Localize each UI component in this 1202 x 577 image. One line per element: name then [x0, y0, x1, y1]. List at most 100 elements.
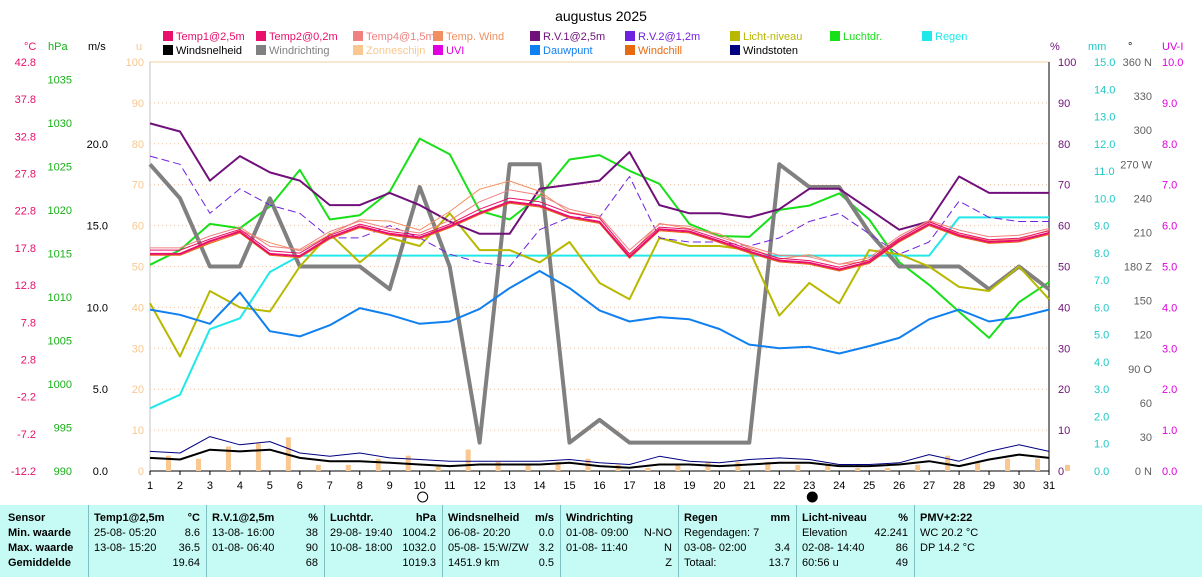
temp-tick-label: 22.8 [15, 206, 36, 218]
uv-tick-label: 0.0 [1162, 466, 1177, 478]
deg-tick-label: 60 [1140, 398, 1152, 410]
dir-max-time: 01-08- 11:40 [566, 542, 628, 554]
stats-divider [560, 505, 561, 577]
wind-max-val: 3.2 [538, 542, 554, 554]
legend-label: Licht-niveau [743, 31, 803, 43]
legend-swatch [730, 45, 740, 55]
x-tick-label: 15 [563, 480, 575, 492]
pct-tick-label: 70 [1058, 180, 1070, 192]
stats-col-wind: Windsnelheid m/s 06-08- 20:20 0.0 05-08- 1… [448, 511, 558, 575]
mm-tick-label: 13.0 [1094, 112, 1115, 124]
temp-title: Temp1@2,5m [94, 512, 165, 524]
series-temp4-1-5m [150, 189, 1050, 265]
deg-tick-label: 150 [1134, 296, 1152, 308]
legend-item: Licht-niveau [730, 31, 802, 43]
deg-tick-label: 270 W [1120, 159, 1152, 171]
pressure-tick-label: 1030 [48, 118, 72, 130]
stats-label-avg: Gemiddelde [8, 557, 71, 569]
legend-item: R.V.2@1,2m [625, 31, 700, 43]
stats-divider [678, 505, 679, 577]
series-windsnelheid [149, 448, 1050, 469]
legend-swatch [163, 31, 173, 41]
temp-tick-label: 37.8 [15, 94, 36, 106]
legend-item: Dauwpunt [530, 45, 593, 57]
stats-label-sensor: Sensor [8, 512, 46, 524]
stats-divider [914, 505, 915, 577]
legend-label: R.V.2@1,2m [638, 31, 701, 43]
legend-label: Temp2@0,2m [269, 31, 338, 43]
mm-tick-label: 6.0 [1094, 302, 1109, 314]
pct-tick-label: 100 [1058, 57, 1076, 69]
mm-tick-label: 4.0 [1094, 357, 1109, 369]
sunshine-bar [465, 449, 471, 471]
deg-tick-label: 90 O [1128, 364, 1152, 376]
pressure-tick-label: 1015 [48, 248, 72, 260]
legend-label: Luchtdr. [843, 31, 883, 43]
chart-title: augustus 2025 [555, 8, 647, 24]
temp-tick-label: 17.8 [15, 243, 36, 255]
mm-tick-label: 1.0 [1094, 439, 1109, 451]
legend-swatch [922, 31, 932, 41]
press-min-time: 29-08- 19:40 [330, 527, 393, 539]
sunshine-bar [255, 443, 261, 471]
sunshine-bar [315, 464, 321, 471]
series-windrichting [148, 162, 1051, 445]
x-tick-label: 28 [953, 480, 965, 492]
mm-tick-label: 2.0 [1094, 411, 1109, 423]
series-windstoten [149, 436, 1050, 465]
sunshine-bar [225, 446, 231, 471]
legend-swatch [256, 45, 266, 55]
temp-tick-label: -2.2 [17, 392, 36, 404]
deg-tick-label: 180 Z [1124, 262, 1152, 274]
stats-col-light: Licht-niveau% Elevation 42.241 02-08- 14:… [802, 511, 912, 575]
legend-item: Luchtdr. [830, 31, 882, 43]
mm-tick-label: 15.0 [1094, 57, 1115, 69]
legend-label: Windchill [638, 45, 683, 57]
legend-item: Zonneschijn [353, 45, 425, 57]
dir-title: Windrichting [566, 512, 634, 524]
mm-tick-label: 0.0 [1094, 466, 1109, 478]
press-max-time: 10-08- 18:00 [330, 542, 393, 554]
pct-tick-label: 30 [1058, 343, 1070, 355]
pressure-tick-label: 1025 [48, 161, 72, 173]
x-tick-label: 9 [387, 480, 393, 492]
sunshine-bar [765, 461, 771, 471]
x-tick-label: 3 [207, 480, 213, 492]
u-tick-label: 50 [132, 262, 144, 274]
stats-divider [796, 505, 797, 577]
tick-labels: 42.8 37.8 32.8 27.8 22.8 17.8 12.8 7.8 2.8 -2.2 -7… [11, 57, 1184, 492]
light-avg: 49 [895, 557, 908, 569]
temp-min-val: 8.6 [184, 527, 200, 539]
series-temp1-2-5m [150, 200, 1050, 271]
wind-title: Windsnelheid [448, 512, 520, 524]
uv-axis-unit: UV-I [1162, 41, 1183, 53]
stats-col-labels: Sensor Min. waarde Max. waarde Gemiddeld… [8, 511, 88, 575]
dir-avg: Z [665, 557, 672, 569]
pct-axis-unit: % [1050, 41, 1060, 53]
sunshine-bar [1005, 458, 1011, 471]
legend-swatch [530, 45, 540, 55]
deg-tick-label: 0 N [1135, 466, 1152, 478]
stats-divider [442, 505, 443, 577]
legend-swatch [433, 31, 443, 41]
sunshine-bar [915, 464, 921, 471]
pressure-tick-label: 1005 [48, 335, 72, 347]
pressure-tick-label: 1020 [48, 205, 72, 217]
x-tick-label: 2 [177, 480, 183, 492]
rv-avg: 68 [305, 557, 318, 569]
x-tick-label: 18 [653, 480, 665, 492]
u-tick-label: 60 [132, 221, 144, 233]
sunshine-bar [555, 461, 561, 471]
ms-tick-label: 0.0 [93, 466, 108, 478]
mm-tick-label: 8.0 [1094, 248, 1109, 260]
legend-item: Windchill [625, 45, 682, 57]
x-tick-label: 20 [713, 480, 725, 492]
sunshine-bar [195, 458, 201, 471]
mm-tick-label: 9.0 [1094, 221, 1109, 233]
legend-label: Temp1@2,5m [176, 31, 245, 43]
uv-tick-label: 4.0 [1162, 302, 1177, 314]
light-elev: 42.241 [874, 527, 908, 539]
legend-swatch [625, 31, 635, 41]
pmv-wc: WC 20.2 °C [920, 527, 979, 539]
sunshine-bar [645, 467, 651, 471]
